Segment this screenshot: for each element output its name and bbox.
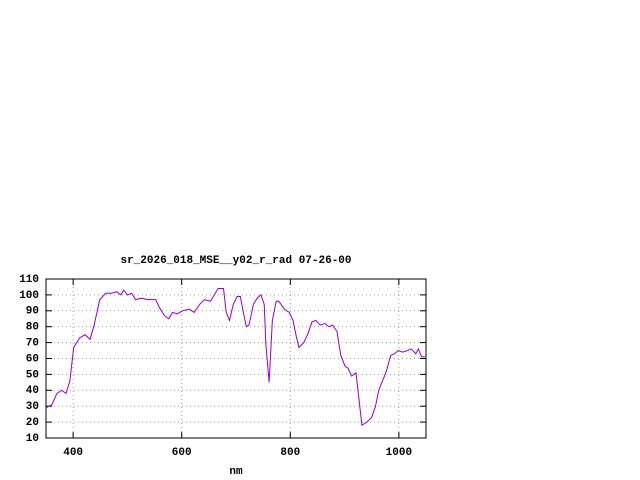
x-tick-label: 800 bbox=[280, 447, 300, 459]
y-tick-label: 60 bbox=[26, 353, 39, 365]
y-tick-label: 20 bbox=[26, 417, 39, 429]
y-tick-label: 110 bbox=[19, 274, 39, 286]
y-tick-label: 80 bbox=[26, 322, 39, 334]
x-tick-label: 600 bbox=[172, 447, 192, 459]
chart-title: sr_2026_018_MSE__y02_r_rad 07-26-00 bbox=[120, 255, 351, 267]
x-tick-label: 1000 bbox=[386, 447, 412, 459]
y-tick-label: 100 bbox=[19, 290, 39, 302]
y-tick-label: 40 bbox=[26, 385, 39, 397]
plot-frame bbox=[45, 278, 427, 439]
x-axis-label: nm bbox=[229, 466, 243, 478]
y-tick-label: 70 bbox=[26, 338, 39, 350]
y-tick-label: 30 bbox=[26, 401, 39, 413]
y-tick-label: 10 bbox=[26, 433, 39, 445]
y-tick-label: 90 bbox=[26, 306, 39, 318]
x-tick-label: 400 bbox=[63, 447, 83, 459]
data-line bbox=[45, 288, 425, 427]
y-tick-label: 50 bbox=[26, 369, 39, 381]
